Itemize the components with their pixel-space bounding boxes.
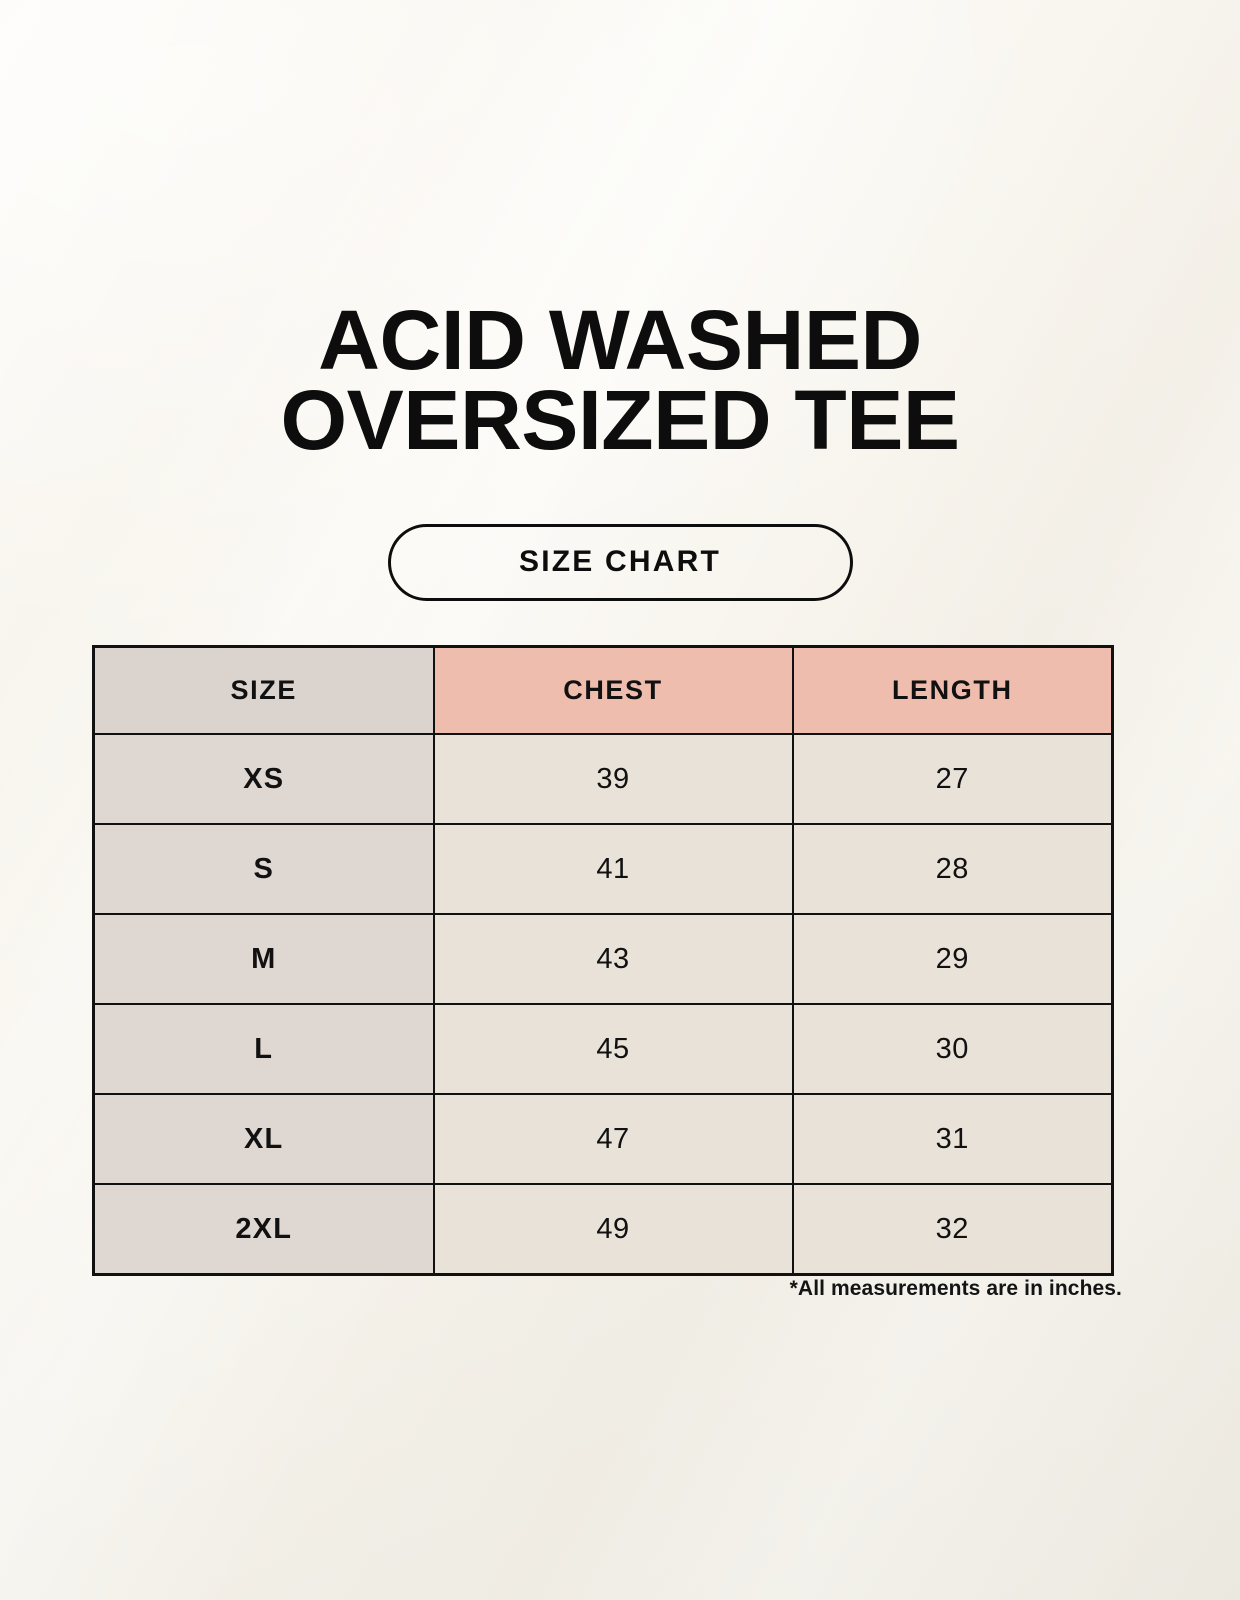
cell-size: S bbox=[92, 823, 435, 915]
table-row: XS 39 27 bbox=[92, 733, 1114, 825]
cell-size: 2XL bbox=[92, 1183, 435, 1276]
size-chart-badge-container: SIZE CHART bbox=[0, 524, 1240, 601]
cell-chest: 43 bbox=[432, 913, 794, 1005]
size-table: SIZE CHEST LENGTH XS 39 27 S 41 28 M bbox=[92, 645, 1114, 1276]
cell-size: L bbox=[92, 1003, 435, 1095]
cell-length: 27 bbox=[791, 733, 1114, 825]
cell-chest: 47 bbox=[432, 1093, 794, 1185]
table-row: L 45 30 bbox=[92, 1003, 1114, 1095]
page-title-line-1: ACID WASHED bbox=[318, 293, 922, 387]
table-row: S 41 28 bbox=[92, 823, 1114, 915]
cell-length: 30 bbox=[791, 1003, 1114, 1095]
page-title: ACID WASHED OVERSIZED TEE bbox=[0, 293, 1240, 467]
table-row: XL 47 31 bbox=[92, 1093, 1114, 1185]
cell-length: 31 bbox=[791, 1093, 1114, 1185]
cell-chest: 39 bbox=[432, 733, 794, 825]
cell-chest: 45 bbox=[432, 1003, 794, 1095]
cell-chest: 49 bbox=[432, 1183, 794, 1276]
page-title-line-2: OVERSIZED TEE bbox=[280, 373, 960, 467]
column-header-length: LENGTH bbox=[791, 645, 1114, 735]
size-table-body: XS 39 27 S 41 28 M 43 29 L 45 30 bbox=[92, 733, 1114, 1276]
size-chart-badge: SIZE CHART bbox=[387, 524, 853, 601]
column-header-chest: CHEST bbox=[432, 645, 794, 735]
column-header-size: SIZE bbox=[92, 645, 435, 735]
table-row: 2XL 49 32 bbox=[92, 1183, 1114, 1276]
cell-size: M bbox=[92, 913, 435, 1005]
measurement-footnote: *All measurements are in inches. bbox=[789, 1277, 1122, 1300]
cell-size: XS bbox=[92, 733, 435, 825]
cell-length: 29 bbox=[791, 913, 1114, 1005]
cell-chest: 41 bbox=[432, 823, 794, 915]
size-table-head: SIZE CHEST LENGTH bbox=[92, 645, 1114, 735]
cell-length: 32 bbox=[791, 1183, 1114, 1276]
cell-length: 28 bbox=[791, 823, 1114, 915]
cell-size: XL bbox=[92, 1093, 435, 1185]
table-header-row: SIZE CHEST LENGTH bbox=[92, 645, 1114, 735]
table-row: M 43 29 bbox=[92, 913, 1114, 1005]
size-table-container: SIZE CHEST LENGTH XS 39 27 S 41 28 M bbox=[92, 645, 1114, 1276]
